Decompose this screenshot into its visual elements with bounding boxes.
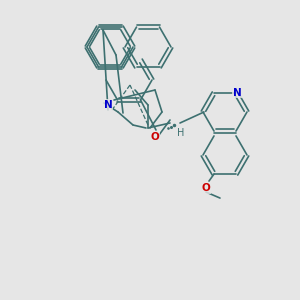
Text: O: O <box>202 183 210 193</box>
Text: N: N <box>232 88 242 98</box>
Text: H: H <box>177 128 185 138</box>
Text: N: N <box>103 100 112 110</box>
Text: O: O <box>151 132 159 142</box>
